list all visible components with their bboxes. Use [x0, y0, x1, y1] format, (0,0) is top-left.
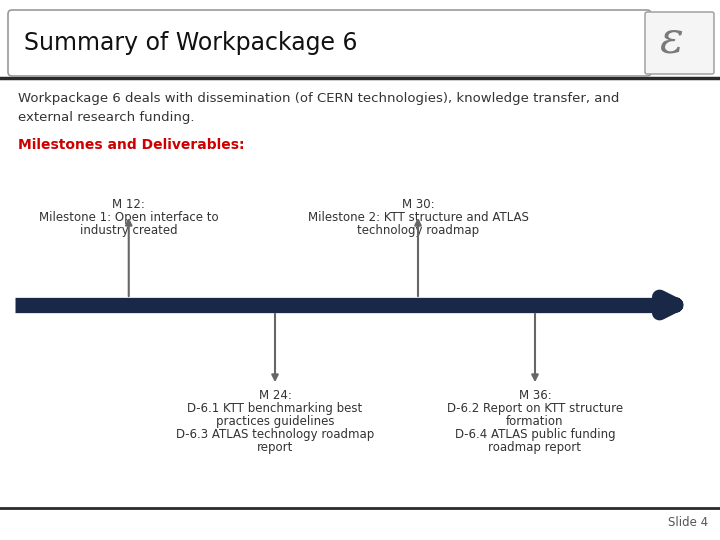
- Text: ε: ε: [660, 18, 683, 62]
- Text: practices guidelines: practices guidelines: [216, 415, 334, 428]
- Text: technology roadmap: technology roadmap: [357, 224, 479, 237]
- Text: D-6.2 Report on KTT structure: D-6.2 Report on KTT structure: [447, 402, 623, 415]
- Text: report: report: [257, 441, 293, 454]
- Text: Slide 4: Slide 4: [668, 516, 708, 529]
- FancyBboxPatch shape: [8, 10, 651, 76]
- FancyBboxPatch shape: [645, 12, 714, 74]
- Text: industry created: industry created: [80, 224, 178, 237]
- Text: Milestones and Deliverables:: Milestones and Deliverables:: [18, 138, 245, 152]
- Text: Milestone 1: Open interface to: Milestone 1: Open interface to: [39, 211, 219, 224]
- Text: Milestone 2: KTT structure and ATLAS: Milestone 2: KTT structure and ATLAS: [307, 211, 528, 224]
- Text: D-6.4 ATLAS public funding: D-6.4 ATLAS public funding: [455, 428, 616, 441]
- Text: M 24:: M 24:: [258, 389, 292, 402]
- Text: Workpackage 6 deals with dissemination (of CERN technologies), knowledge transfe: Workpackage 6 deals with dissemination (…: [18, 92, 619, 124]
- Text: D-6.1 KTT benchmarking best: D-6.1 KTT benchmarking best: [187, 402, 363, 415]
- Text: Summary of Workpackage 6: Summary of Workpackage 6: [24, 31, 358, 55]
- Text: D-6.3 ATLAS technology roadmap: D-6.3 ATLAS technology roadmap: [176, 428, 374, 441]
- Text: formation: formation: [506, 415, 564, 428]
- Text: M 12:: M 12:: [112, 198, 145, 211]
- Text: M 30:: M 30:: [402, 198, 434, 211]
- Text: roadmap report: roadmap report: [488, 441, 582, 454]
- Text: M 36:: M 36:: [518, 389, 552, 402]
